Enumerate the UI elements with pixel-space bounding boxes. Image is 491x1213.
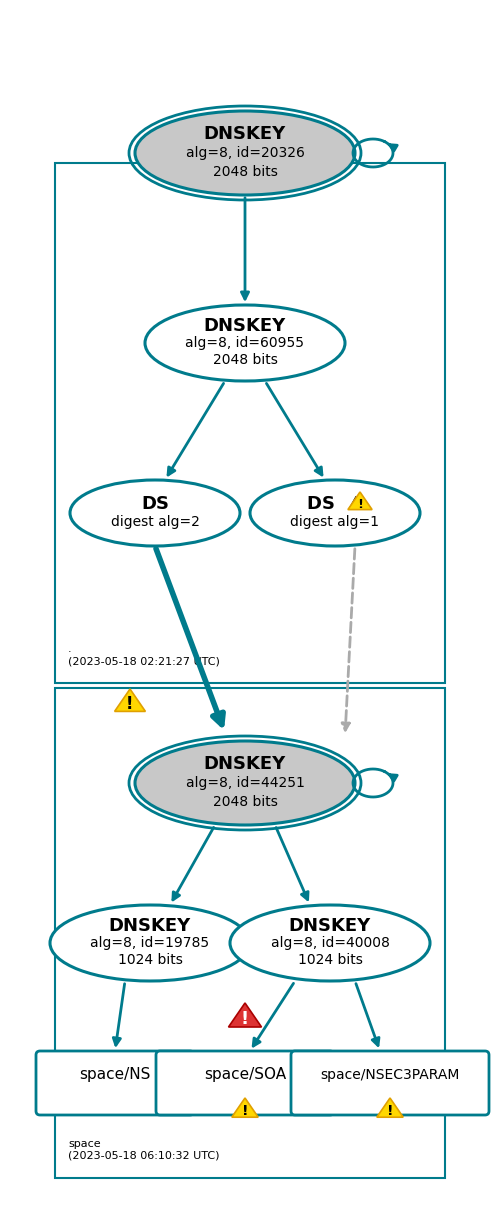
Text: digest alg=1: digest alg=1 — [291, 514, 380, 529]
Text: space/NS: space/NS — [80, 1067, 151, 1082]
Ellipse shape — [50, 905, 250, 981]
Text: DNSKEY: DNSKEY — [204, 317, 286, 335]
Polygon shape — [377, 1098, 403, 1117]
Bar — [55, 163, 445, 683]
Text: 1024 bits: 1024 bits — [117, 953, 183, 967]
Ellipse shape — [250, 480, 420, 546]
Text: .
(2023-05-18 02:21:27 UTC): . (2023-05-18 02:21:27 UTC) — [68, 644, 220, 666]
Text: 2048 bits: 2048 bits — [213, 165, 277, 178]
Polygon shape — [348, 492, 372, 509]
Text: !: ! — [242, 1104, 248, 1118]
Text: !: ! — [126, 695, 134, 713]
Text: !: ! — [387, 1104, 393, 1118]
Text: alg=8, id=20326: alg=8, id=20326 — [186, 146, 304, 160]
Text: space/SOA: space/SOA — [204, 1067, 286, 1082]
Text: space/NSEC3PARAM: space/NSEC3PARAM — [320, 1067, 460, 1082]
Polygon shape — [232, 1098, 258, 1117]
Text: space
(2023-05-18 06:10:32 UTC): space (2023-05-18 06:10:32 UTC) — [68, 1139, 219, 1161]
Text: alg=8, id=40008: alg=8, id=40008 — [271, 936, 389, 950]
Text: DNSKEY: DNSKEY — [109, 917, 191, 935]
Text: alg=8, id=19785: alg=8, id=19785 — [90, 936, 210, 950]
Text: alg=8, id=44251: alg=8, id=44251 — [186, 776, 304, 790]
FancyBboxPatch shape — [156, 1050, 334, 1115]
Polygon shape — [114, 689, 145, 711]
Text: DNSKEY: DNSKEY — [204, 756, 286, 773]
Text: DNSKEY: DNSKEY — [289, 917, 371, 935]
Text: DS  ⚠: DS ⚠ — [307, 495, 363, 513]
FancyBboxPatch shape — [36, 1050, 194, 1115]
Bar — [55, 688, 445, 1178]
Polygon shape — [228, 1003, 262, 1027]
Ellipse shape — [135, 112, 355, 195]
Text: digest alg=2: digest alg=2 — [110, 514, 199, 529]
Text: DNSKEY: DNSKEY — [204, 125, 286, 143]
Text: alg=8, id=60955: alg=8, id=60955 — [186, 336, 304, 351]
Text: 2048 bits: 2048 bits — [213, 353, 277, 368]
FancyBboxPatch shape — [291, 1050, 489, 1115]
Ellipse shape — [135, 741, 355, 825]
Text: !: ! — [241, 1010, 249, 1029]
Text: DS: DS — [141, 495, 169, 513]
Text: 2048 bits: 2048 bits — [213, 795, 277, 809]
Ellipse shape — [230, 905, 430, 981]
Text: 1024 bits: 1024 bits — [298, 953, 362, 967]
Ellipse shape — [145, 304, 345, 381]
Text: !: ! — [357, 497, 363, 511]
Ellipse shape — [70, 480, 240, 546]
